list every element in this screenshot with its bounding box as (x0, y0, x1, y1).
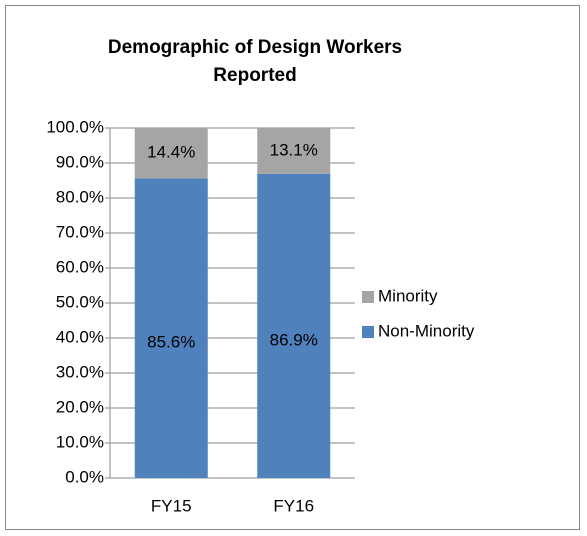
bar-segment (257, 173, 331, 478)
y-tick-label: 40.0% (56, 327, 104, 346)
chart-border (5, 5, 580, 530)
y-tick-label: 20.0% (56, 397, 104, 416)
chart-title: Demographic of Design Workers Reported (107, 37, 403, 86)
legend-swatch (362, 326, 374, 338)
bar-segment (134, 178, 208, 478)
y-tick-label: 60.0% (56, 257, 104, 276)
data-label: 86.9% (270, 331, 318, 350)
data-label: 14.4% (147, 143, 195, 162)
y-tick-label: 0.0% (65, 467, 104, 486)
bar-segment (134, 128, 208, 179)
y-tick-label: 90.0% (56, 152, 104, 171)
x-tick-label: FY16 (273, 496, 314, 515)
legend-label: Minority (378, 286, 438, 305)
y-tick-label: 80.0% (56, 187, 104, 206)
y-tick-label: 100.0% (46, 117, 104, 136)
legend-label: Non-Minority (378, 321, 475, 340)
y-tick-label: 50.0% (56, 292, 104, 311)
data-label: 13.1% (270, 140, 318, 159)
data-label: 85.6% (147, 333, 195, 352)
legend-swatch (362, 291, 374, 303)
y-tick-label: 70.0% (56, 222, 104, 241)
y-tick-label: 30.0% (56, 362, 104, 381)
y-tick-label: 10.0% (56, 432, 104, 451)
bar-segment (257, 128, 331, 174)
x-tick-label: FY15 (151, 496, 192, 515)
